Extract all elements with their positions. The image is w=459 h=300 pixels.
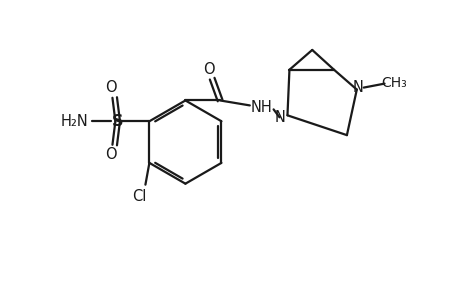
- Text: O: O: [105, 80, 116, 95]
- Text: CH₃: CH₃: [381, 76, 407, 90]
- Text: Cl: Cl: [132, 189, 146, 204]
- Text: H₂N: H₂N: [60, 114, 88, 129]
- Text: N: N: [274, 110, 285, 125]
- Text: O: O: [105, 148, 116, 163]
- Text: S: S: [112, 114, 123, 129]
- Text: N: N: [352, 80, 363, 95]
- Text: O: O: [203, 62, 214, 77]
- Text: NH: NH: [250, 100, 272, 115]
